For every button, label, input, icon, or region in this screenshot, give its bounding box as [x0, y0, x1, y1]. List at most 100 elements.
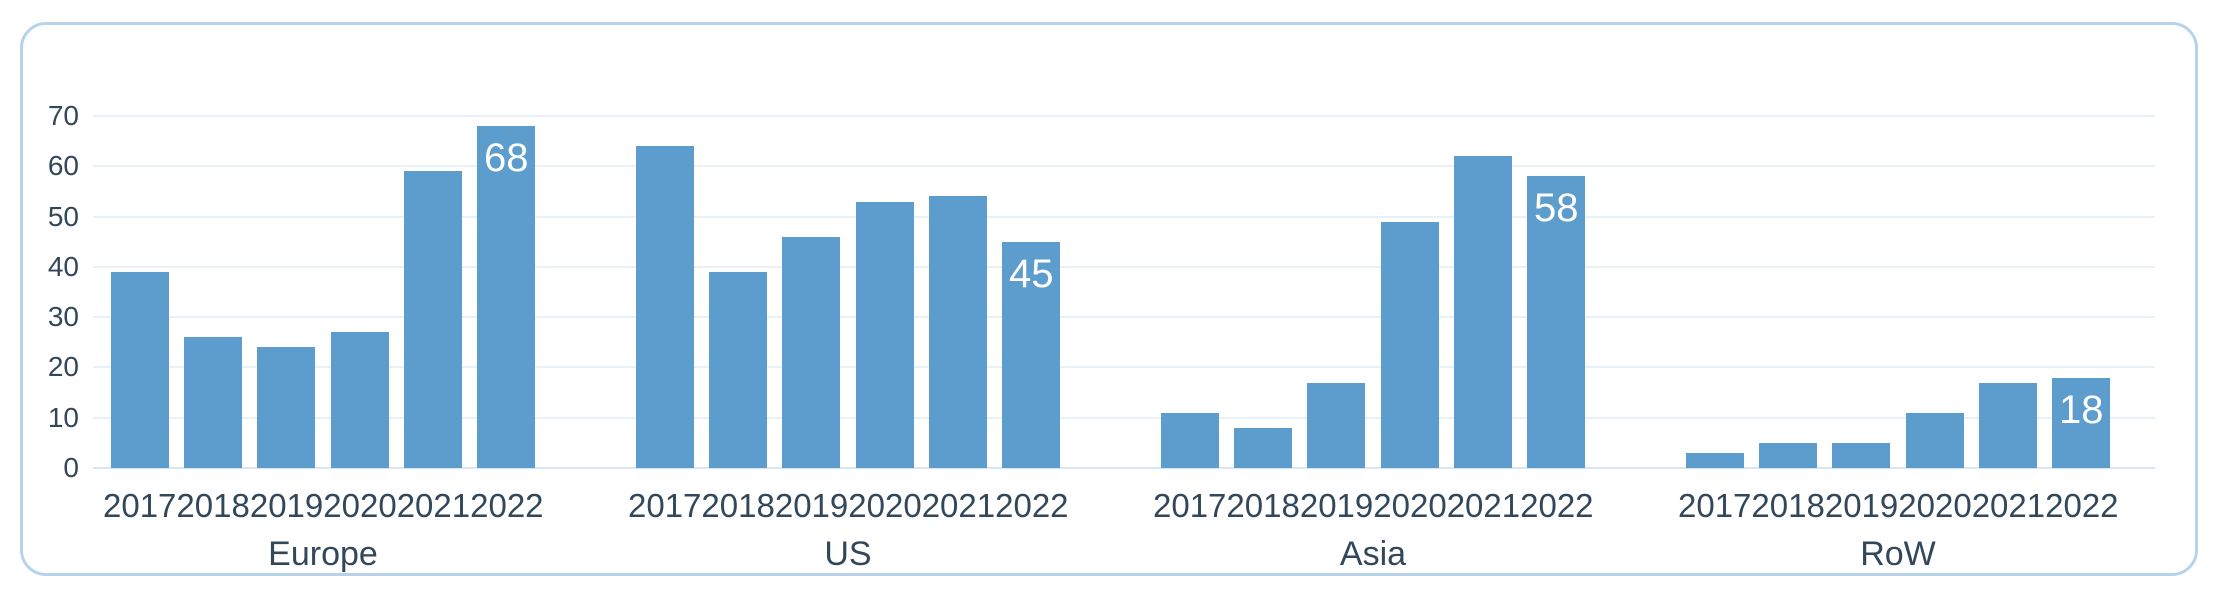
group-label: Europe [268, 535, 378, 574]
bar-asia-2019 [1307, 382, 1366, 468]
bar-cell: 68 [470, 116, 543, 468]
bar-value-label: 45 [1009, 251, 1054, 296]
bar-us-2017 [635, 146, 694, 468]
group-label: RoW [1860, 535, 1936, 574]
x-tick-label: 2018 [701, 487, 775, 524]
bar-cell [1751, 116, 1824, 468]
bar-group-europe: 68 2017 2018 2019 2020 2021 2022 Europe [103, 116, 544, 574]
x-tick-label: 2021 [1446, 487, 1521, 524]
bar-europe-2019 [257, 347, 316, 468]
x-tick-label: 2022 [1520, 487, 1594, 524]
bar-cell [1226, 116, 1299, 468]
bar-cell [1678, 116, 1751, 468]
x-tick-label: 2017 [1678, 487, 1752, 524]
x-tick-label: 2018 [1226, 487, 1300, 524]
bar-row-2022: 18 [2052, 377, 2111, 468]
bar-cell [176, 116, 249, 468]
x-tick-labels: 2017 2018 2019 2020 2021 2022 [628, 487, 1069, 524]
x-tick-label: 2017 [1153, 487, 1227, 524]
x-tick-label: 2017 [103, 487, 177, 524]
bar-cell [848, 116, 921, 468]
bar-asia-2020 [1380, 221, 1439, 468]
bar-asia-2022: 58 [1527, 176, 1586, 468]
bar-row-2018 [1758, 442, 1817, 468]
x-tick-label: 2022 [995, 487, 1069, 524]
bar-value-label: 58 [1534, 186, 1579, 231]
x-tick-label: 2021 [1971, 487, 2046, 524]
bar-europe-2022: 68 [477, 126, 536, 468]
bar-cell [1153, 116, 1226, 468]
x-tick-labels: 2017 2018 2019 2020 2021 2022 [1678, 487, 2119, 524]
bar-row-2021 [1978, 382, 2037, 468]
bar-asia-2018 [1233, 427, 1292, 468]
x-tick-label: 2018 [1751, 487, 1825, 524]
x-tick-label: 2019 [249, 487, 324, 524]
bar-europe-2021 [403, 171, 462, 468]
bar-cell [775, 116, 848, 468]
x-tick-label: 2021 [396, 487, 471, 524]
gridline [93, 265, 2155, 268]
x-tick-label: 2020 [848, 487, 922, 524]
bar-value-label: 18 [2059, 387, 2104, 432]
chart-card: 0 10 20 30 40 50 60 70 68 2017 2018 2019 2020 2021 20… [20, 22, 2198, 576]
bar-cell: 58 [1520, 116, 1593, 468]
gridline [93, 115, 2155, 117]
gridline [93, 416, 2155, 419]
x-tick-label: 2022 [2045, 487, 2119, 524]
bar-us-2018 [708, 271, 767, 468]
x-tick-label: 2017 [628, 487, 702, 524]
bar-cell [1825, 116, 1898, 468]
bar-cell [701, 116, 774, 468]
plot-area [93, 115, 2155, 469]
bar-cell [1971, 116, 2044, 468]
group-label: Asia [1339, 535, 1407, 574]
y-tick-label: 50 [47, 200, 79, 232]
x-tick-labels: 2017 2018 2019 2020 2021 2022 [1153, 487, 1594, 524]
x-tick-label: 2019 [1824, 487, 1899, 524]
x-tick-label: 2019 [774, 487, 849, 524]
y-tick-label: 70 [47, 100, 79, 131]
bar-cell: 45 [995, 116, 1068, 468]
bar-group-row: 18 2017 2018 2019 2020 2021 2022 RoW [1678, 116, 2119, 574]
bar-asia-2017 [1160, 412, 1219, 468]
bar-cell [103, 116, 176, 468]
bar-cell [1300, 116, 1373, 468]
x-tick-label: 2020 [1373, 487, 1447, 524]
bars: 45 [628, 116, 1068, 468]
bar-europe-2017 [110, 271, 169, 468]
gridline [93, 215, 2155, 218]
y-tick-label: 30 [47, 301, 79, 333]
bar-cell [1373, 116, 1446, 468]
y-tick-label: 10 [47, 401, 79, 433]
x-tick-label: 2021 [921, 487, 996, 524]
bar-cell [1898, 116, 1971, 468]
bar-us-2021 [928, 196, 987, 468]
gridline [93, 316, 2155, 319]
bar-cell [628, 116, 701, 468]
bar-cell [396, 116, 469, 468]
bar-europe-2020 [330, 332, 389, 468]
group-label: US [824, 535, 872, 574]
x-tick-labels: 2017 2018 2019 2020 2021 2022 [103, 487, 544, 524]
bar-group-us: 45 2017 2018 2019 2020 2021 2022 US [628, 116, 1069, 574]
bar-row-2019 [1832, 442, 1891, 468]
bar-us-2020 [855, 201, 914, 468]
bar-cell: 18 [2045, 116, 2118, 468]
bar-cell [323, 116, 396, 468]
x-tick-label: 2020 [323, 487, 397, 524]
bar-row-2020 [1905, 412, 1964, 468]
gridline [93, 366, 2155, 369]
bar-cell [250, 116, 323, 468]
x-tick-label: 2018 [176, 487, 250, 524]
bars: 68 [103, 116, 543, 468]
bar-us-2019 [782, 236, 841, 468]
y-tick-label: 40 [47, 250, 79, 282]
y-tick-label: 60 [47, 150, 79, 182]
x-tick-label: 2022 [470, 487, 544, 524]
bar-groups: 68 2017 2018 2019 2020 2021 2022 Europe 45 2017 20… [103, 116, 2119, 574]
x-tick-label: 2020 [1898, 487, 1972, 524]
bar-value-label: 68 [484, 136, 529, 181]
bar-cell [921, 116, 994, 468]
bar-cell [1446, 116, 1519, 468]
bars: 18 [1678, 116, 2118, 468]
